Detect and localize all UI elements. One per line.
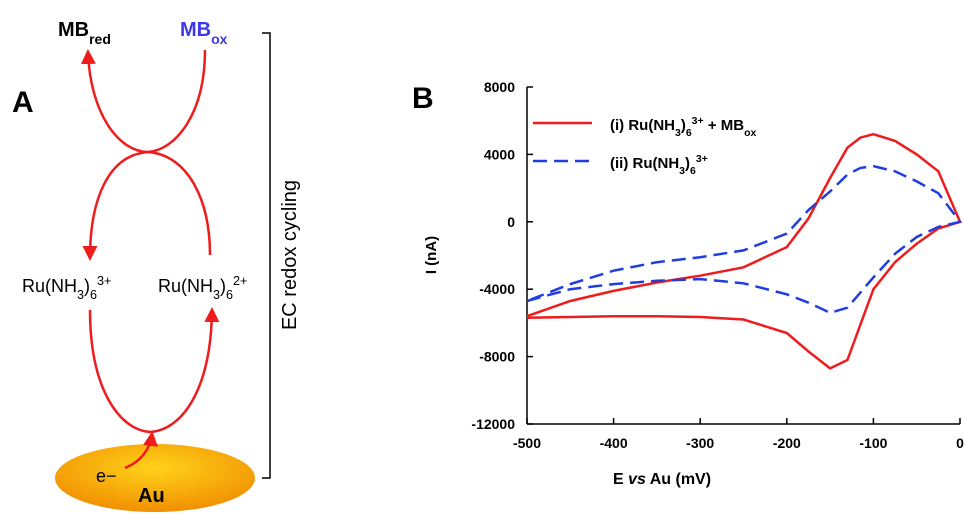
panel-label: B bbox=[412, 82, 434, 115]
text-segment: 3+ bbox=[692, 115, 704, 127]
text-segment: (ii) Ru(NH bbox=[610, 155, 679, 172]
text-segment: ) bbox=[220, 276, 226, 296]
text-segment: MB bbox=[180, 19, 211, 41]
text-segment: vs bbox=[628, 471, 646, 488]
panel-label: A bbox=[12, 86, 34, 119]
text-segment: + MB bbox=[704, 117, 745, 134]
mb-red-label: MBred bbox=[58, 19, 111, 47]
text-segment: (i) Ru(NH bbox=[610, 117, 675, 134]
series-line bbox=[526, 132, 962, 370]
x-tick-label: -200 bbox=[773, 435, 801, 451]
y-tick-label: -8000 bbox=[479, 349, 515, 365]
text-segment: ox bbox=[211, 31, 228, 47]
ru2-label: Ru(NH3)62+ bbox=[158, 274, 247, 302]
y-tick-label: 0 bbox=[507, 214, 515, 230]
text-segment: 3 bbox=[675, 127, 681, 139]
arrows bbox=[80, 49, 220, 434]
text-segment: Ru(NH bbox=[158, 276, 213, 296]
y-axis-label: I (nA) bbox=[423, 236, 440, 274]
text-segment: ) bbox=[685, 155, 690, 172]
electron-arrow bbox=[124, 431, 158, 470]
x-tick-label: 0 bbox=[956, 435, 964, 451]
series-line bbox=[526, 164, 963, 315]
panel-b: B I (nA) E vs Au (mV) -12000-8000-400004… bbox=[412, 79, 964, 488]
bracket-label: EC redox cycling bbox=[279, 180, 301, 330]
text-segment: ) bbox=[681, 117, 686, 134]
electrode-label: Au bbox=[138, 485, 165, 507]
electrode bbox=[55, 444, 255, 512]
text-segment: 6 bbox=[690, 165, 696, 177]
text-segment: 6 bbox=[686, 127, 692, 139]
text-segment: red bbox=[89, 31, 111, 47]
ru3-label: Ru(NH3)63+ bbox=[22, 274, 111, 302]
text-segment: 3 bbox=[213, 288, 220, 302]
x-axis-label: E vs Au (mV) bbox=[613, 471, 711, 488]
y-tick-label: -12000 bbox=[471, 416, 515, 432]
legend-label: (ii) Ru(NH3)63+ bbox=[610, 153, 708, 177]
text-segment: 2+ bbox=[233, 274, 247, 288]
text-segment: 6 bbox=[90, 288, 97, 302]
panel-a: A MBred MBox Ru(NH3)63+ Ru(NH3)62+ e− Au… bbox=[12, 19, 301, 512]
x-tick-label: -300 bbox=[686, 435, 714, 451]
text-segment: 6 bbox=[226, 288, 233, 302]
y-tick-label: 8000 bbox=[484, 79, 515, 95]
text-segment: ox bbox=[744, 127, 756, 139]
text-segment: 3+ bbox=[696, 153, 708, 165]
legend-label: (i) Ru(NH3)63+ + MBox bbox=[610, 115, 757, 139]
text-segment: MB bbox=[58, 19, 89, 41]
text-segment: 3 bbox=[679, 165, 685, 177]
text-segment: Au (mV) bbox=[646, 471, 711, 488]
text-segment: 3 bbox=[77, 288, 84, 302]
x-tick-label: -100 bbox=[859, 435, 887, 451]
electron-label: e− bbox=[96, 466, 117, 486]
x-tick-label: -500 bbox=[513, 435, 541, 451]
text-segment: E bbox=[613, 471, 628, 488]
bracket bbox=[262, 32, 271, 479]
text-segment: Ru(NH bbox=[22, 276, 77, 296]
text-segment: 3+ bbox=[97, 274, 111, 288]
text-segment: ) bbox=[84, 276, 90, 296]
y-tick-label: -4000 bbox=[479, 281, 515, 297]
mb-ox-label: MBox bbox=[180, 19, 228, 47]
y-tick-label: 4000 bbox=[484, 146, 515, 162]
x-tick-label: -400 bbox=[600, 435, 628, 451]
